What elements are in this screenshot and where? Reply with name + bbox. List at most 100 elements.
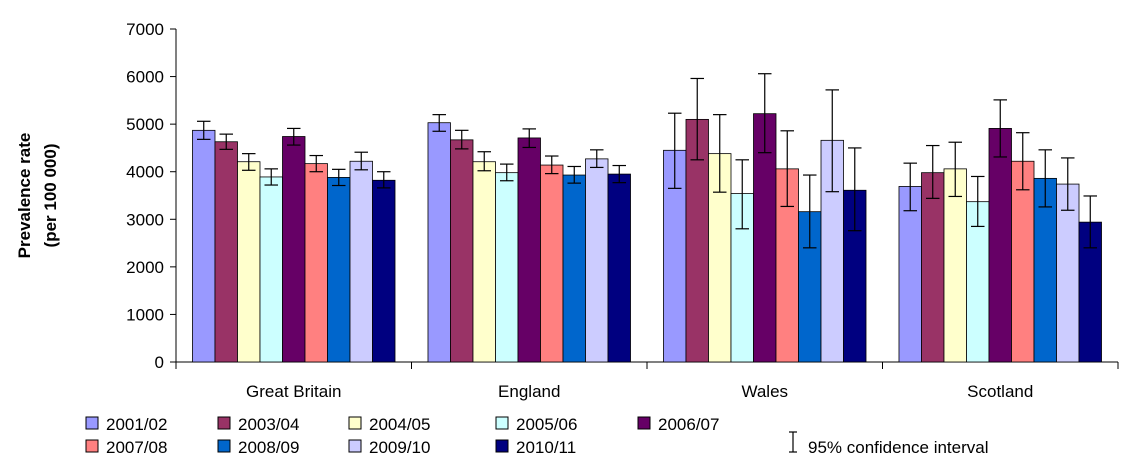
x-axis: Great Britain England Wales Scotland (175, 361, 1119, 401)
legend-item: 2005/06 (495, 415, 577, 434)
error-bar (848, 147, 862, 232)
bar-2001-02-scotland (898, 186, 922, 363)
error-bar (925, 144, 940, 199)
error-bar (825, 89, 840, 193)
legend-item: 2006/07 (637, 415, 719, 434)
legend-swatch (85, 439, 99, 453)
bar-2005-06-great-britain (259, 176, 283, 363)
legend-swatch (217, 416, 231, 430)
error-bar (803, 174, 817, 249)
error-bar (757, 73, 772, 154)
error-bar (241, 153, 256, 171)
bar-2004-05-england (472, 161, 496, 363)
error-bars (196, 73, 1098, 249)
legend-item: 2004/05 (348, 415, 430, 434)
bar-2008-09-england (562, 174, 586, 363)
legend-label: 2004/05 (369, 415, 430, 434)
legend-swatch (217, 439, 231, 453)
y-tick-label: 3000 (126, 210, 164, 229)
bar-2003-04-scotland (921, 172, 945, 363)
y-tick-label: 0 (155, 353, 164, 372)
bar-2004-05-scotland (943, 168, 967, 363)
error-bar (590, 149, 604, 169)
legend-item-confidence-interval: 95% confidence interval (789, 431, 989, 457)
legend-swatch (637, 416, 651, 430)
legend-label: 2003/04 (238, 415, 299, 434)
bar-2003-04-great-britain (214, 141, 238, 363)
legend: 2001/02 2003/04 2004/05 2005/06 2006/07 2007/… (85, 415, 989, 457)
legend-label: 2008/09 (238, 438, 299, 457)
error-bar (454, 129, 469, 150)
error-bar (432, 114, 446, 132)
legend-item: 2009/10 (348, 438, 430, 457)
y-axis-title: Prevalence rate (per 100 000) (15, 133, 60, 259)
bar-2004-05-great-britain (237, 161, 261, 363)
legend-swatch (85, 416, 99, 430)
x-category-label: Wales (741, 382, 788, 401)
error-bar (196, 120, 211, 140)
legend-label: 2010/11 (516, 438, 576, 457)
bar-2007-08-great-britain (304, 163, 328, 363)
legend-item: 2001/02 (85, 415, 167, 434)
error-bar (1083, 195, 1098, 249)
legend-label: 2006/07 (658, 415, 719, 434)
error-bar (377, 171, 391, 189)
error-bar (1038, 149, 1053, 208)
legend-swatch (348, 416, 362, 430)
error-bar (993, 99, 1008, 158)
bar-2009-10-england (585, 158, 609, 363)
error-bar (903, 162, 917, 212)
bar-2006-07-england (517, 137, 541, 363)
y-tick-label: 4000 (126, 163, 164, 182)
error-bar (219, 133, 233, 150)
error-bar (780, 130, 795, 208)
bar-2008-09-great-britain (327, 177, 351, 363)
legend-label: 2005/06 (516, 415, 577, 434)
legend-swatch (495, 416, 509, 430)
bar-2005-06-england (495, 172, 519, 363)
error-bar (567, 165, 582, 184)
bar-2003-04-england (450, 139, 474, 363)
error-bar (970, 175, 985, 228)
error-bar (690, 77, 704, 161)
legend-item: 2003/04 (217, 415, 299, 434)
bar-2001-02-great-britain (192, 129, 216, 363)
error-bar (332, 168, 346, 187)
bar-2009-10-great-britain (349, 160, 373, 363)
bars (192, 113, 1102, 363)
error-bar (712, 114, 727, 193)
y-tick-label: 7000 (126, 20, 164, 39)
legend-label: 2009/10 (369, 438, 430, 457)
legend-item: 2007/08 (85, 438, 167, 457)
y-axis: 0 1000 2000 3000 4000 5000 6000 7000 (126, 20, 177, 372)
x-category-label: Scotland (967, 382, 1033, 401)
error-bar (545, 155, 559, 175)
error-bar (948, 141, 962, 198)
bar-2006-07-great-britain (282, 136, 306, 363)
error-bar (477, 151, 491, 172)
y-axis-title-line-1: Prevalence rate (15, 133, 34, 259)
y-axis-title-line-2: (per 100 000) (41, 144, 60, 248)
bar-2007-08-scotland (1011, 160, 1035, 363)
legend-label: 2001/02 (106, 415, 167, 434)
legend-swatch (495, 439, 509, 453)
x-category-label: Great Britain (246, 382, 341, 401)
legend-label: 2007/08 (106, 438, 167, 457)
y-tick-label: 6000 (126, 68, 164, 87)
error-bar (667, 112, 682, 189)
bar-2001-02-england (427, 122, 451, 363)
error-bar (735, 159, 749, 230)
bar-2010-11-great-britain (372, 179, 396, 363)
legend-item: 2008/09 (217, 438, 299, 457)
error-bar (522, 128, 537, 149)
legend-label-ci: 95% confidence interval (808, 438, 989, 457)
error-bar (1016, 132, 1030, 191)
y-tick-label: 2000 (126, 258, 164, 277)
error-bar (499, 163, 514, 182)
error-bar (612, 164, 627, 184)
error-bar (354, 151, 369, 171)
error-bar (286, 127, 301, 146)
error-bar (309, 154, 324, 173)
bar-2006-07-scotland (988, 128, 1012, 363)
